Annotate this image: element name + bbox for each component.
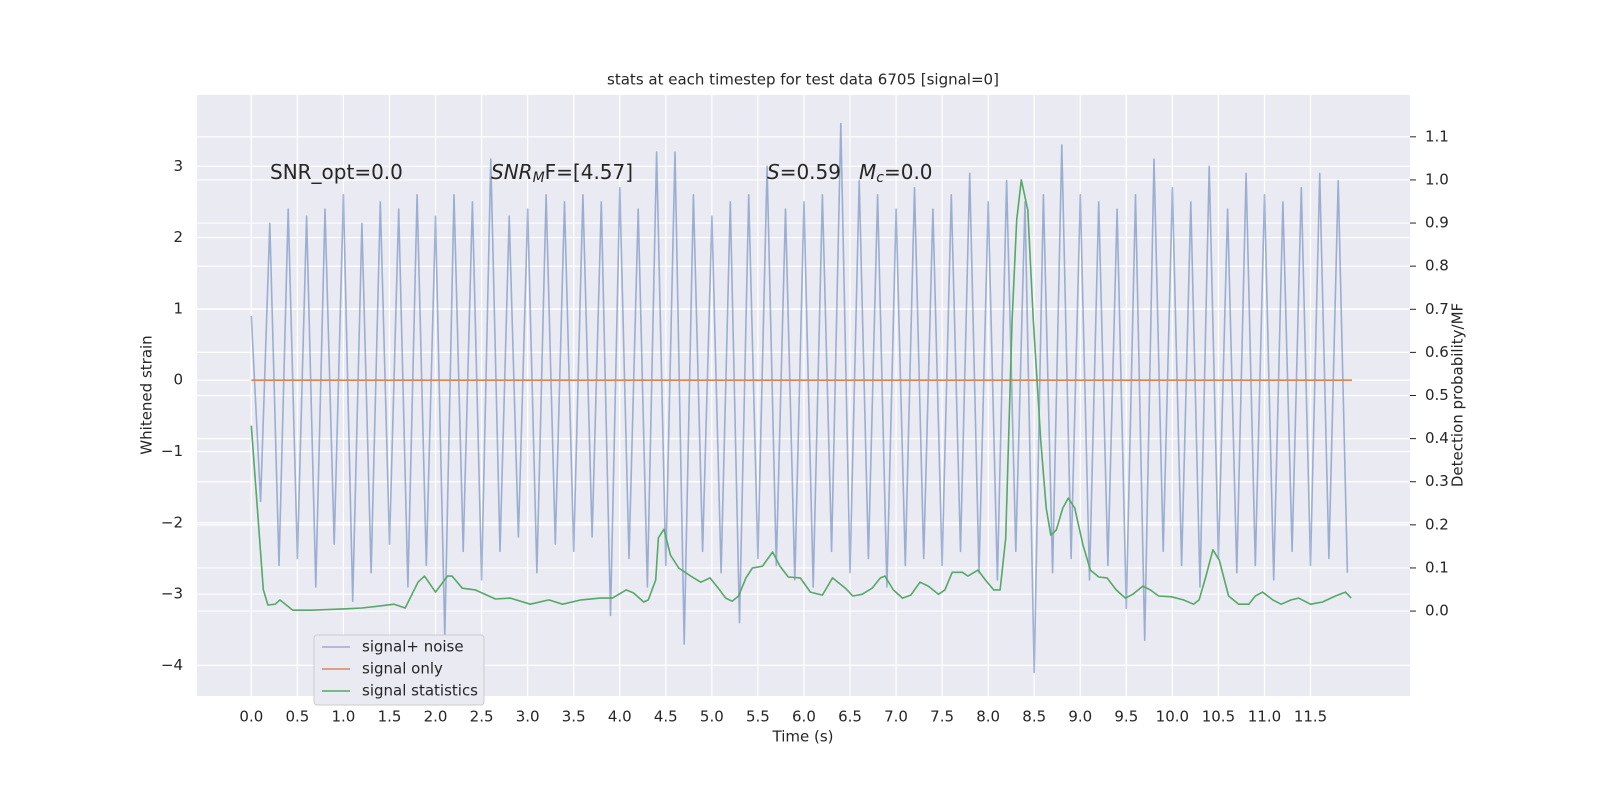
x-tick-label: 11.0 [1248, 708, 1281, 726]
x-tick-label: 1.0 [332, 708, 356, 726]
y2-tick-label: 0.8 [1425, 257, 1449, 275]
x-tick-label: 0.5 [285, 708, 309, 726]
annotation: SNRMF=[4.57] [491, 160, 633, 187]
chart-title: stats at each timestep for test data 670… [607, 71, 999, 89]
x-tick-label: 9.5 [1114, 708, 1138, 726]
x-tick-label: 6.5 [838, 708, 862, 726]
x-tick-label: 8.0 [976, 708, 1000, 726]
y2-tick-label: 0.6 [1425, 343, 1449, 361]
y2-tick-label: 1.0 [1425, 170, 1449, 188]
y-tick-label: 1 [173, 299, 183, 317]
x-tick-label: 5.5 [746, 708, 770, 726]
y2-tick-label: 0.0 [1425, 602, 1449, 620]
annotation-part: c [876, 170, 884, 186]
y-tick-label: 3 [173, 157, 183, 175]
annotation-part: F=[4.57] [545, 160, 633, 184]
x-tick-label: 7.0 [884, 708, 908, 726]
y2-tick-label: 0.4 [1425, 429, 1449, 447]
y-tick-label: −1 [161, 442, 183, 460]
x-tick-label: 10.0 [1156, 708, 1189, 726]
y2-tick-label: 0.5 [1425, 386, 1449, 404]
y-tick-label: −2 [161, 513, 183, 531]
legend-label: signal statistics [362, 682, 478, 700]
x-tick-label: 6.0 [792, 708, 816, 726]
x-tick-label: 7.5 [930, 708, 954, 726]
y2-tick-label: 1.1 [1425, 127, 1449, 145]
annotation-part: SNR [491, 160, 533, 184]
x-tick-label: 5.0 [700, 708, 724, 726]
y2-tick-label: 0.3 [1425, 472, 1449, 490]
x-tick-label: 10.5 [1202, 708, 1235, 726]
annotation: S=0.59 [767, 160, 841, 184]
legend-box [313, 634, 485, 706]
x-tick-label: 2.5 [470, 708, 494, 726]
x-tick-label: 11.5 [1294, 708, 1327, 726]
x-tick-label: 8.5 [1022, 708, 1046, 726]
annotation-part: SNR_opt=0.0 [270, 160, 403, 184]
x-tick-label: 4.0 [608, 708, 632, 726]
series-line [250, 179, 1352, 611]
series-line [250, 122, 1349, 674]
legend-label: signal+ noise [362, 638, 464, 656]
x-axis-label: Time (s) [772, 728, 834, 746]
x-tick-label: 3.5 [562, 708, 586, 726]
annotation-part: S [767, 160, 780, 184]
y-tick-label: 2 [173, 228, 183, 246]
annotation-part: M [533, 170, 545, 186]
annotation: Mc=0.0 [859, 160, 933, 187]
annotation: SNR_opt=0.0 [270, 160, 403, 184]
annotation-part: M [859, 160, 876, 184]
y-tick-label: 0 [173, 371, 183, 389]
y2-axis-label: Detection probability/MF [1449, 303, 1467, 487]
y-tick-label: −3 [161, 585, 183, 603]
x-tick-label: 0.0 [239, 708, 263, 726]
y2-tick-label: 0.9 [1425, 214, 1449, 232]
x-tick-label: 4.5 [654, 708, 678, 726]
annotation-part: =0.0 [884, 160, 933, 184]
x-tick-label: 3.0 [516, 708, 540, 726]
y-axis-label: Whitened strain [138, 335, 156, 454]
legend-label: signal only [362, 660, 443, 678]
x-tick-label: 1.5 [378, 708, 402, 726]
x-tick-label: 2.0 [424, 708, 448, 726]
y2-tick-label: 0.7 [1425, 300, 1449, 318]
x-tick-label: 9.0 [1068, 708, 1092, 726]
annotation-part: =0.59 [780, 160, 841, 184]
y2-tick-label: 0.2 [1425, 515, 1449, 533]
y2-tick-label: 0.1 [1425, 558, 1449, 576]
y-tick-label: −4 [161, 656, 183, 674]
